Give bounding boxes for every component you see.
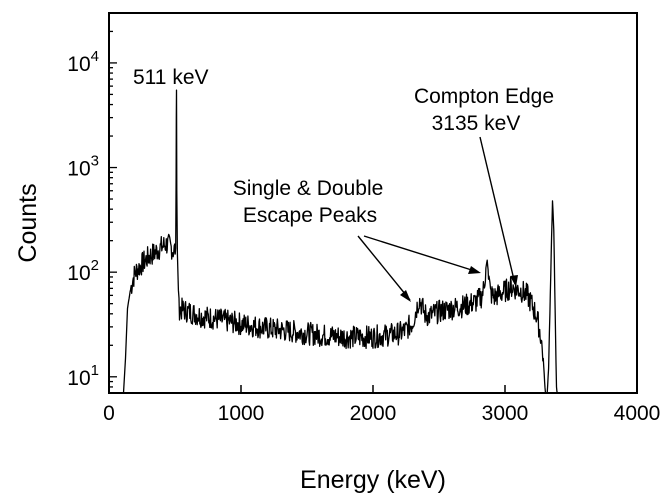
annotation-escape-line2: Escape Peaks: [243, 204, 377, 227]
y-axis-ticks: 101 102 103 104: [67, 12, 117, 394]
arrowhead-compton-edge: [510, 275, 518, 287]
x-axis-title: Energy (keV): [300, 466, 446, 494]
x-tick-label: 2000: [350, 402, 397, 425]
y-tick-label: 102: [67, 257, 99, 285]
plot-layer: [122, 89, 559, 394]
x-tick-label: 3000: [482, 402, 529, 425]
arrowhead-single-escape: [400, 290, 411, 302]
y-tick-label: 104: [67, 48, 99, 76]
x-tick-label: 4000: [614, 402, 661, 425]
arrow-double-escape: [363, 235, 479, 273]
arrowhead-double-escape: [468, 266, 481, 274]
annotation-escape-line1: Single & Double: [233, 177, 384, 200]
x-tick-label: 0: [103, 402, 115, 425]
annotation-511kev: 511 keV: [133, 66, 209, 89]
arrow-single-escape: [357, 235, 411, 301]
annotation-compton-line1: Compton Edge: [414, 85, 554, 108]
x-axis-ticks: 0 1000 2000 3000 4000: [103, 385, 660, 425]
annotation-compton-line2: 3135 keV: [432, 112, 521, 135]
y-tick-label: 103: [67, 153, 99, 181]
y-tick-label: 101: [67, 362, 99, 390]
annotations: 511 keV Single & Double Escape Peaks Com…: [133, 66, 554, 302]
arrow-compton-edge: [479, 136, 516, 285]
y-axis-title: Counts: [14, 183, 42, 262]
x-tick-label: 1000: [218, 402, 265, 425]
spectrum-line-0: [122, 89, 559, 394]
